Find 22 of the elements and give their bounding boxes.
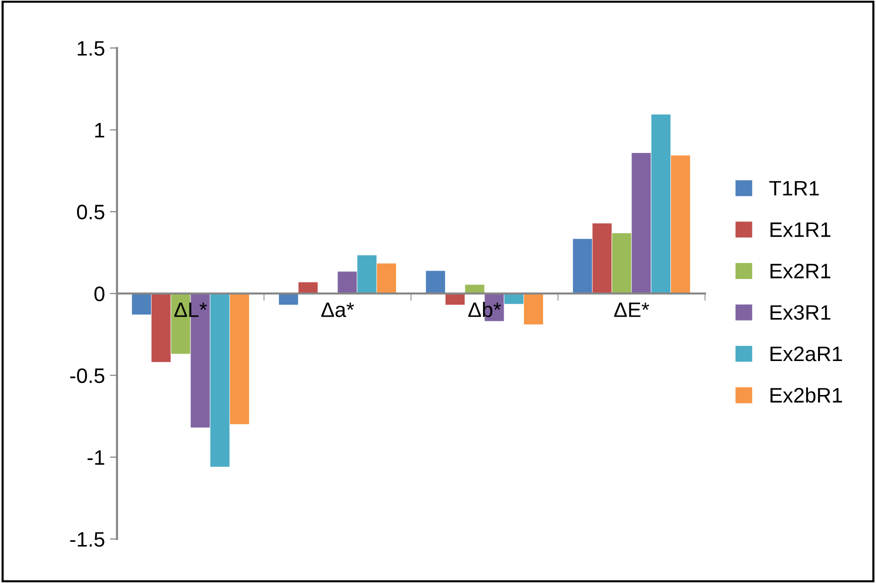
legend-label: T1R1	[769, 181, 819, 196]
bar	[278, 293, 299, 306]
y-tick-label: 0	[94, 286, 104, 302]
x-tick-label: ΔE*	[614, 302, 650, 317]
y-tick-label: 0.5	[77, 204, 104, 220]
x-tick-label: Δb*	[468, 302, 501, 318]
bar	[298, 282, 318, 294]
y-tick-label: 1	[95, 123, 104, 138]
y-tick-label: -0.5	[70, 368, 104, 384]
bar	[425, 270, 446, 294]
bar	[445, 293, 466, 306]
x-tick-label: Δa*	[321, 302, 354, 318]
y-tick-label: -1	[88, 450, 104, 465]
x-tick-label: ΔL*	[174, 302, 207, 317]
legend-label: Ex2aR1	[770, 346, 842, 362]
bar	[464, 284, 485, 294]
y-tick-label: 1.5	[78, 41, 104, 56]
legend-label: Ex2bR1	[770, 387, 842, 403]
y-tick-label: -1.5	[70, 532, 104, 547]
legend-label: Ex1R1	[770, 222, 830, 237]
legend-label: Ex3R1	[770, 305, 830, 320]
legend-label: Ex2R1	[770, 264, 830, 278]
